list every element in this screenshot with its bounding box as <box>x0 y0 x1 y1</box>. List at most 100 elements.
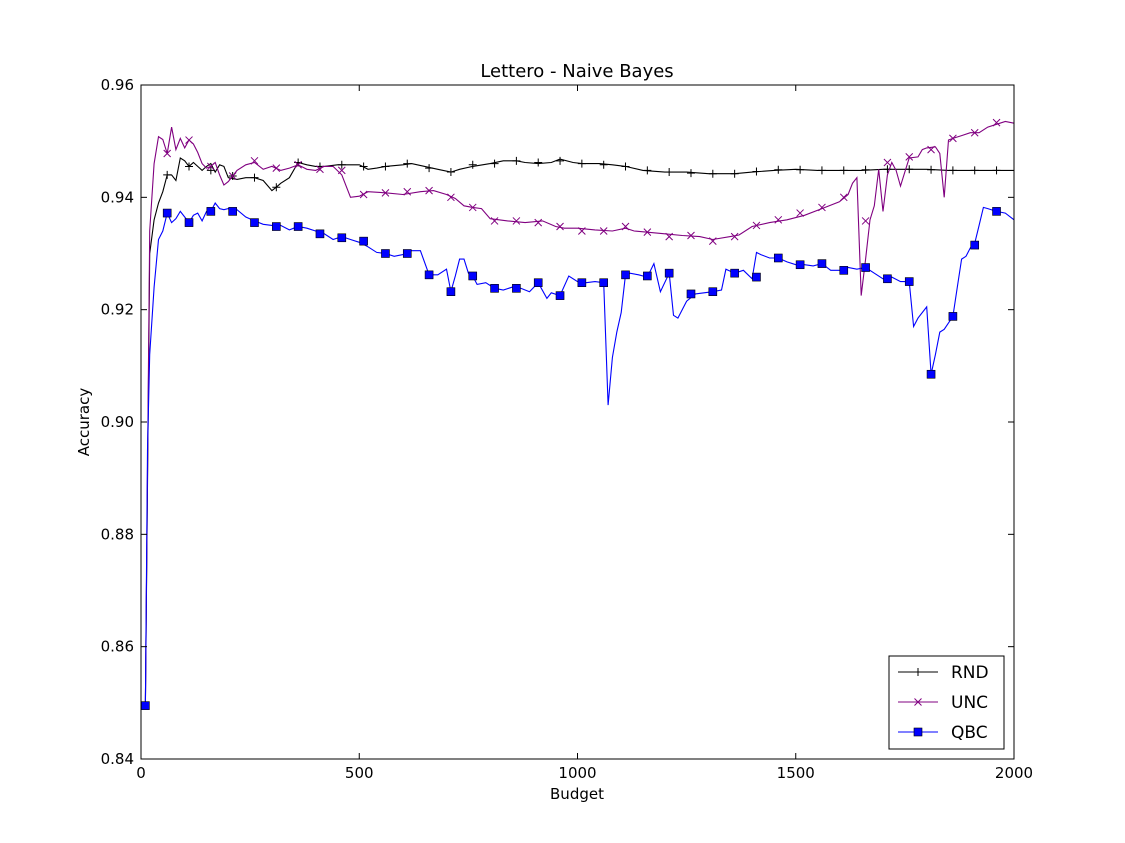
data-point-unc <box>796 209 804 217</box>
y-axis: 0.84 0.86 0.88 0.90 0.92 0.94 0.96 <box>101 76 1014 768</box>
data-point-rnd <box>730 169 739 178</box>
data-point-unc <box>447 193 455 202</box>
data-point-unc <box>206 162 215 171</box>
data-point-unc <box>359 190 368 199</box>
data-point-unc <box>643 228 652 237</box>
legend-item-qbc: QBC <box>898 723 988 743</box>
data-point-qbc <box>664 268 674 278</box>
data-point-qbc <box>250 218 259 227</box>
data-point-qbc <box>904 277 914 286</box>
data-point-rnd <box>468 160 477 169</box>
data-point-qbc <box>686 289 696 299</box>
legend-marker-rnd <box>914 668 922 676</box>
x-tick-label: 2000 <box>995 764 1033 782</box>
data-point-rnd <box>927 165 936 174</box>
data-point-unc <box>468 203 477 212</box>
data-point-qbc <box>293 222 303 231</box>
x-tick-label: 1500 <box>777 764 815 782</box>
data-point-rnd <box>359 162 368 171</box>
data-point-unc <box>883 158 892 167</box>
data-point-qbc <box>184 218 194 227</box>
data-point-rnd <box>381 162 390 171</box>
data-point-qbc <box>948 312 958 321</box>
data-point-qbc <box>402 249 412 258</box>
data-point-rnd <box>446 168 455 177</box>
data-point-rnd <box>185 162 194 171</box>
data-point-unc <box>621 222 630 231</box>
data-point-qbc <box>752 272 761 282</box>
data-point-rnd <box>512 156 521 165</box>
data-point-rnd <box>817 166 826 175</box>
data-point-qbc <box>512 284 521 293</box>
data-point-qbc <box>992 207 1001 216</box>
x-axis: 0 500 1000 1500 2000 <box>136 85 1033 782</box>
data-point-rnd <box>425 164 434 173</box>
data-point-qbc <box>926 369 936 379</box>
data-point-qbc <box>272 222 281 231</box>
data-point-unc <box>294 160 302 169</box>
legend-label-qbc: QBC <box>951 723 988 743</box>
data-point-rnd <box>905 165 914 174</box>
data-point-rnd <box>206 166 215 175</box>
data-point-unc <box>861 217 870 225</box>
x-tick-label: 0 <box>136 764 146 782</box>
legend-item-rnd: RND <box>898 663 989 683</box>
data-point-rnd <box>163 170 172 179</box>
data-point-unc <box>818 203 826 212</box>
data-point-qbc <box>773 253 783 263</box>
data-point-unc <box>905 153 914 161</box>
y-tick-label: 0.94 <box>101 188 134 206</box>
data-point-qbc <box>359 236 368 246</box>
data-point-qbc <box>533 278 543 288</box>
data-point-qbc <box>141 701 150 710</box>
legend-marker-unc <box>914 698 922 706</box>
data-point-unc <box>337 166 346 175</box>
data-point-rnd <box>577 159 586 168</box>
data-point-qbc <box>643 271 652 281</box>
series-layer <box>141 118 1015 710</box>
data-point-rnd <box>774 165 783 174</box>
y-tick-label: 0.92 <box>101 301 134 319</box>
data-point-qbc <box>577 278 587 288</box>
data-point-unc <box>599 227 608 235</box>
data-point-rnd <box>403 159 412 168</box>
y-tick-label: 0.90 <box>101 413 134 431</box>
data-point-unc <box>992 118 1001 127</box>
data-point-rnd <box>621 162 630 171</box>
data-point-unc <box>228 172 237 180</box>
data-point-unc <box>665 232 674 241</box>
y-tick-label: 0.84 <box>101 750 134 768</box>
legend-label-unc: UNC <box>951 693 988 713</box>
data-point-unc <box>490 217 499 225</box>
data-point-unc <box>970 128 979 137</box>
y-tick-label: 0.88 <box>101 525 134 543</box>
series-line-unc <box>144 120 1015 703</box>
plot-area <box>140 84 1015 760</box>
data-point-qbc <box>599 278 608 288</box>
data-point-unc <box>927 145 935 154</box>
data-point-rnd <box>970 166 979 175</box>
data-point-qbc <box>817 259 827 268</box>
data-point-rnd <box>534 158 543 167</box>
data-point-unc <box>687 231 695 240</box>
data-point-unc <box>774 215 783 224</box>
data-point-unc <box>949 134 957 143</box>
data-point-unc <box>185 136 193 144</box>
data-point-qbc <box>861 263 870 272</box>
legend-label-rnd: RND <box>951 663 989 683</box>
data-point-unc <box>534 218 543 227</box>
data-point-qbc <box>381 249 390 258</box>
data-point-qbc <box>468 271 478 281</box>
data-point-unc <box>250 156 259 165</box>
data-point-rnd <box>992 166 1001 175</box>
x-tick-label: 1000 <box>558 764 596 782</box>
data-point-unc <box>556 222 564 231</box>
series-qbc <box>141 201 1015 710</box>
data-point-rnd <box>796 165 805 174</box>
data-point-qbc <box>555 291 565 300</box>
data-point-unc <box>381 188 390 197</box>
data-point-rnd <box>599 160 608 169</box>
data-point-unc <box>839 193 848 202</box>
data-point-rnd <box>861 165 870 174</box>
data-point-rnd <box>839 166 848 175</box>
